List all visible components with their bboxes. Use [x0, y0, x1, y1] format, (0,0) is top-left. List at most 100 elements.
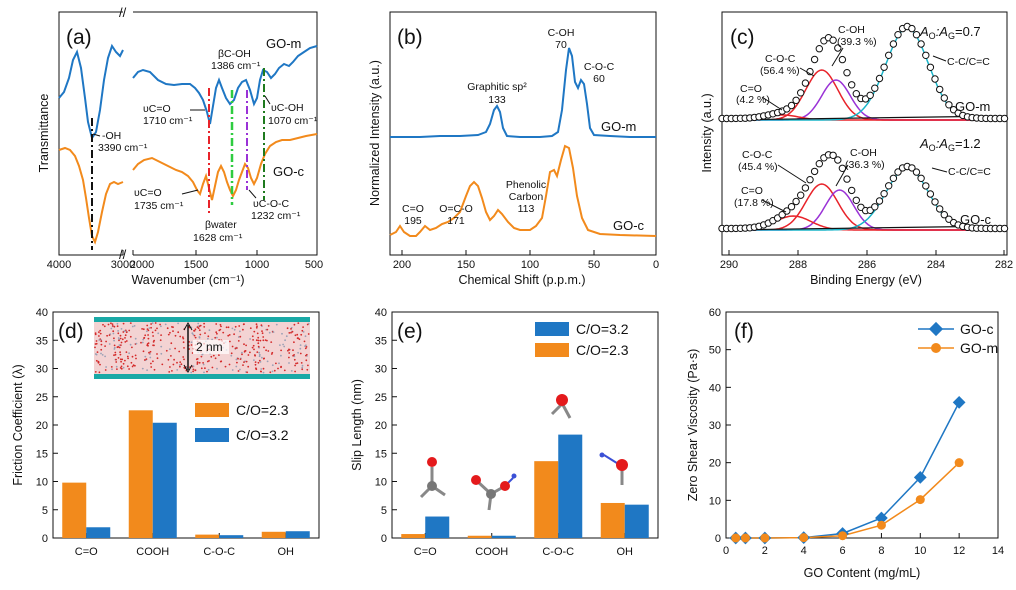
point-go-m: [731, 533, 741, 543]
md-molecule-dot: [306, 368, 309, 371]
md-molecule-dot: [122, 331, 125, 333]
md-molecule-dot: [295, 362, 297, 365]
peak-label-c-oh: C-OH: [548, 27, 575, 39]
md-molecule-dot: [117, 330, 119, 332]
x-tick-label-f: 2: [762, 545, 768, 557]
md-molecule-dot: [197, 322, 200, 325]
md-molecule-dot: [265, 349, 267, 352]
md-molecule-dot: [254, 354, 256, 357]
y-axis-label-b: Normalized Intensity (a.u.): [368, 60, 382, 206]
md-molecule-dot: [119, 337, 122, 340]
md-molecule-dot: [269, 371, 272, 374]
md-molecule-dot: [204, 367, 206, 370]
md-molecule-dot: [120, 365, 123, 368]
md-molecule-dot: [171, 370, 173, 372]
y-tick-label-f: 10: [709, 495, 721, 507]
legend-label-go-m: GO-m: [960, 340, 998, 356]
md-molecule-dot: [173, 358, 176, 361]
peak-label-c-o: C=O: [402, 203, 424, 215]
md-molecule-dot: [121, 358, 124, 361]
annotation-c-oh-m: υC-OH: [271, 102, 304, 114]
x-tick-label-c: 282: [995, 259, 1013, 271]
md-molecule-dot: [235, 358, 238, 361]
md-molecule-dot: [302, 326, 304, 328]
md-molecule-dot: [125, 331, 128, 334]
md-molecule-dot: [96, 351, 99, 353]
legend-label-c-o-3-2: C/O=3.2: [576, 321, 629, 337]
x-tick-label-c: 286: [858, 259, 876, 271]
md-molecule-dot: [247, 354, 250, 356]
md-molecule-dot: [262, 371, 265, 374]
panel-c: (c) 290 288 286 284 282 Binding Energy (…: [700, 0, 1016, 287]
xps-data-point-go-m: [815, 45, 823, 53]
md-molecule-dot: [170, 342, 173, 345]
md-molecule-dot: [290, 370, 293, 372]
md-molecule-dot: [271, 364, 274, 367]
md-molecule-dot: [108, 343, 111, 345]
xps-label-c-oh: C-OH: [838, 24, 865, 36]
md-molecule-dot: [257, 345, 260, 348]
md-molecule-dot: [262, 336, 265, 338]
md-molecule-dot: [267, 325, 270, 327]
point-go-m: [799, 533, 809, 543]
legend-swatch-c-o-2-3: [535, 343, 569, 357]
md-molecule-dot: [99, 363, 101, 366]
md-molecule-dot: [294, 364, 296, 367]
md-molecule-dot: [275, 362, 277, 365]
md-molecule-dot: [146, 328, 149, 330]
md-molecule-dot: [199, 333, 202, 336]
md-molecule-dot: [97, 361, 100, 364]
xps-data-point-go-m: [875, 74, 884, 83]
axis-break-mark: //: [119, 5, 127, 20]
md-molecule-dot: [294, 370, 296, 373]
md-molecule-dot: [243, 343, 245, 346]
panel-label-a: (a): [66, 26, 92, 49]
md-molecule-dot: [141, 341, 144, 344]
md-molecule-dot: [231, 327, 234, 330]
md-molecule-dot: [306, 323, 309, 326]
md-bottom-sheet: [94, 374, 310, 379]
annotation-arrow: [831, 47, 844, 67]
md-molecule-dot: [249, 338, 252, 340]
md-molecule-dot: [239, 335, 242, 338]
md-molecule-dot: [113, 325, 116, 328]
annotation-c-oh-m-wn: 1070 cm⁻¹: [268, 115, 318, 127]
y-tick-label-e: 40: [375, 307, 387, 319]
xps-data-point-go-m: [801, 79, 810, 87]
xps-data-point-go-c: [894, 168, 902, 176]
md-top-sheet: [94, 317, 310, 322]
x-tick-label-f: 8: [878, 545, 884, 557]
panel-b-frame: [389, 11, 657, 256]
md-molecule-dot: [146, 324, 149, 327]
peak-value-70: 70: [555, 39, 567, 51]
xps-spectrum-go-m: [718, 22, 1009, 123]
y-tick-label-f: 60: [709, 307, 721, 319]
xps-data-point-go-c: [931, 198, 939, 206]
md-molecule-dot: [176, 369, 179, 371]
y-tick-label-d: 30: [36, 364, 48, 376]
md-molecule-dot: [267, 350, 270, 352]
md-molecule-dot: [272, 331, 275, 333]
md-molecule-dot: [147, 329, 150, 332]
annotation-arrow: [181, 189, 199, 195]
md-molecule-dot: [216, 332, 218, 335]
md-molecule-dot: [225, 326, 228, 329]
xps-spectrum-go-c: [718, 151, 1009, 233]
md-molecule-dot: [258, 355, 261, 358]
md-molecule-dot: [261, 356, 263, 359]
md-molecule-dot: [130, 361, 133, 364]
md-molecule-dot: [257, 339, 260, 342]
md-molecule-dot: [179, 335, 182, 338]
md-molecule-dot: [214, 357, 217, 360]
md-molecule-dot: [284, 339, 286, 342]
md-molecule-dot: [288, 348, 291, 351]
x-tick-label-e: C=O: [414, 546, 437, 558]
md-molecule-dot: [131, 365, 134, 368]
md-molecule-dot: [197, 327, 200, 330]
xps-label-c-o-c: C-O-C: [765, 53, 796, 65]
md-molecule-dot: [104, 369, 107, 371]
md-molecule-dot: [252, 344, 255, 347]
md-molecule-dot: [177, 331, 180, 334]
x-tick-label-f: 0: [723, 545, 729, 557]
md-snapshot-inset: 2 nm: [94, 317, 310, 379]
